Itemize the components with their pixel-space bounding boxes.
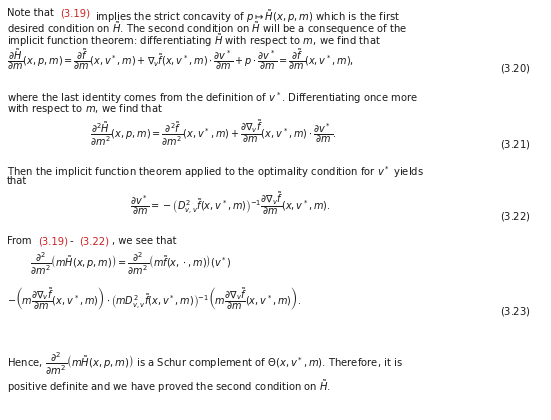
Text: $(3.20)$: $(3.20)$ — [500, 62, 531, 75]
Text: $(3.22)$: $(3.22)$ — [500, 210, 531, 223]
Text: Hence, $\dfrac{\partial^2}{\partial m^2}\left(m\tilde{H}(x,p,m)\right)$ is a Sch: Hence, $\dfrac{\partial^2}{\partial m^2}… — [7, 350, 403, 377]
Text: with respect to $m$, we find that: with respect to $m$, we find that — [7, 102, 163, 116]
Text: (3.19): (3.19) — [38, 236, 68, 246]
Text: positive definite and we have proved the second condition on $\tilde{H}$.: positive definite and we have proved the… — [7, 378, 331, 395]
Text: $\dfrac{\partial^2}{\partial m^2}\left(m\tilde{H}(x,p,m)\right) = \dfrac{\partia: $\dfrac{\partial^2}{\partial m^2}\left(m… — [30, 250, 232, 277]
Text: $(3.21)$: $(3.21)$ — [500, 138, 531, 151]
Text: implicit function theorem: differentiating $\tilde{H}$ with respect to $m$, we f: implicit function theorem: differentiati… — [7, 32, 381, 49]
Text: $\dfrac{\partial \tilde{H}}{\partial m}(x,p,m) = \dfrac{\partial \tilde{f}}{\par: $\dfrac{\partial \tilde{H}}{\partial m}(… — [7, 47, 354, 72]
Text: implies the strict concavity of $p \mapsto \tilde{H}(x,p,m)$ which is the first: implies the strict concavity of $p \maps… — [95, 8, 400, 25]
Text: (3.22): (3.22) — [79, 236, 109, 246]
Text: -: - — [70, 236, 77, 246]
Text: $\dfrac{\partial^2 \tilde{H}}{\partial m^2}(x,p,m) = \dfrac{\partial^2 \tilde{f}: $\dfrac{\partial^2 \tilde{H}}{\partial m… — [90, 118, 336, 147]
Text: desired condition on $\tilde{H}$. The second condition on $\tilde{H}$ will be a : desired condition on $\tilde{H}$. The se… — [7, 20, 407, 37]
Text: Note that: Note that — [7, 8, 57, 18]
Text: , we see that: , we see that — [112, 236, 176, 246]
Text: $\dfrac{\partial v^*}{\partial m} = -\left(D^2_{v,v}\tilde{f}(x,v^*,m)\right)^{-: $\dfrac{\partial v^*}{\partial m} = -\le… — [130, 190, 331, 217]
Text: From: From — [7, 236, 35, 246]
Text: (3.19): (3.19) — [60, 8, 90, 18]
Text: $(3.23)$: $(3.23)$ — [500, 305, 531, 318]
Text: Then the implicit function theorem applied to the optimality condition for $v^*$: Then the implicit function theorem appli… — [7, 164, 424, 180]
Text: that: that — [7, 176, 27, 186]
Text: $-\left(m\dfrac{\partial \nabla_v \tilde{f}}{\partial m}(x,v^*,m)\right)\cdot\le: $-\left(m\dfrac{\partial \nabla_v \tilde… — [7, 285, 301, 312]
Text: where the last identity comes from the definition of $v^*$. Differentiating once: where the last identity comes from the d… — [7, 90, 418, 106]
